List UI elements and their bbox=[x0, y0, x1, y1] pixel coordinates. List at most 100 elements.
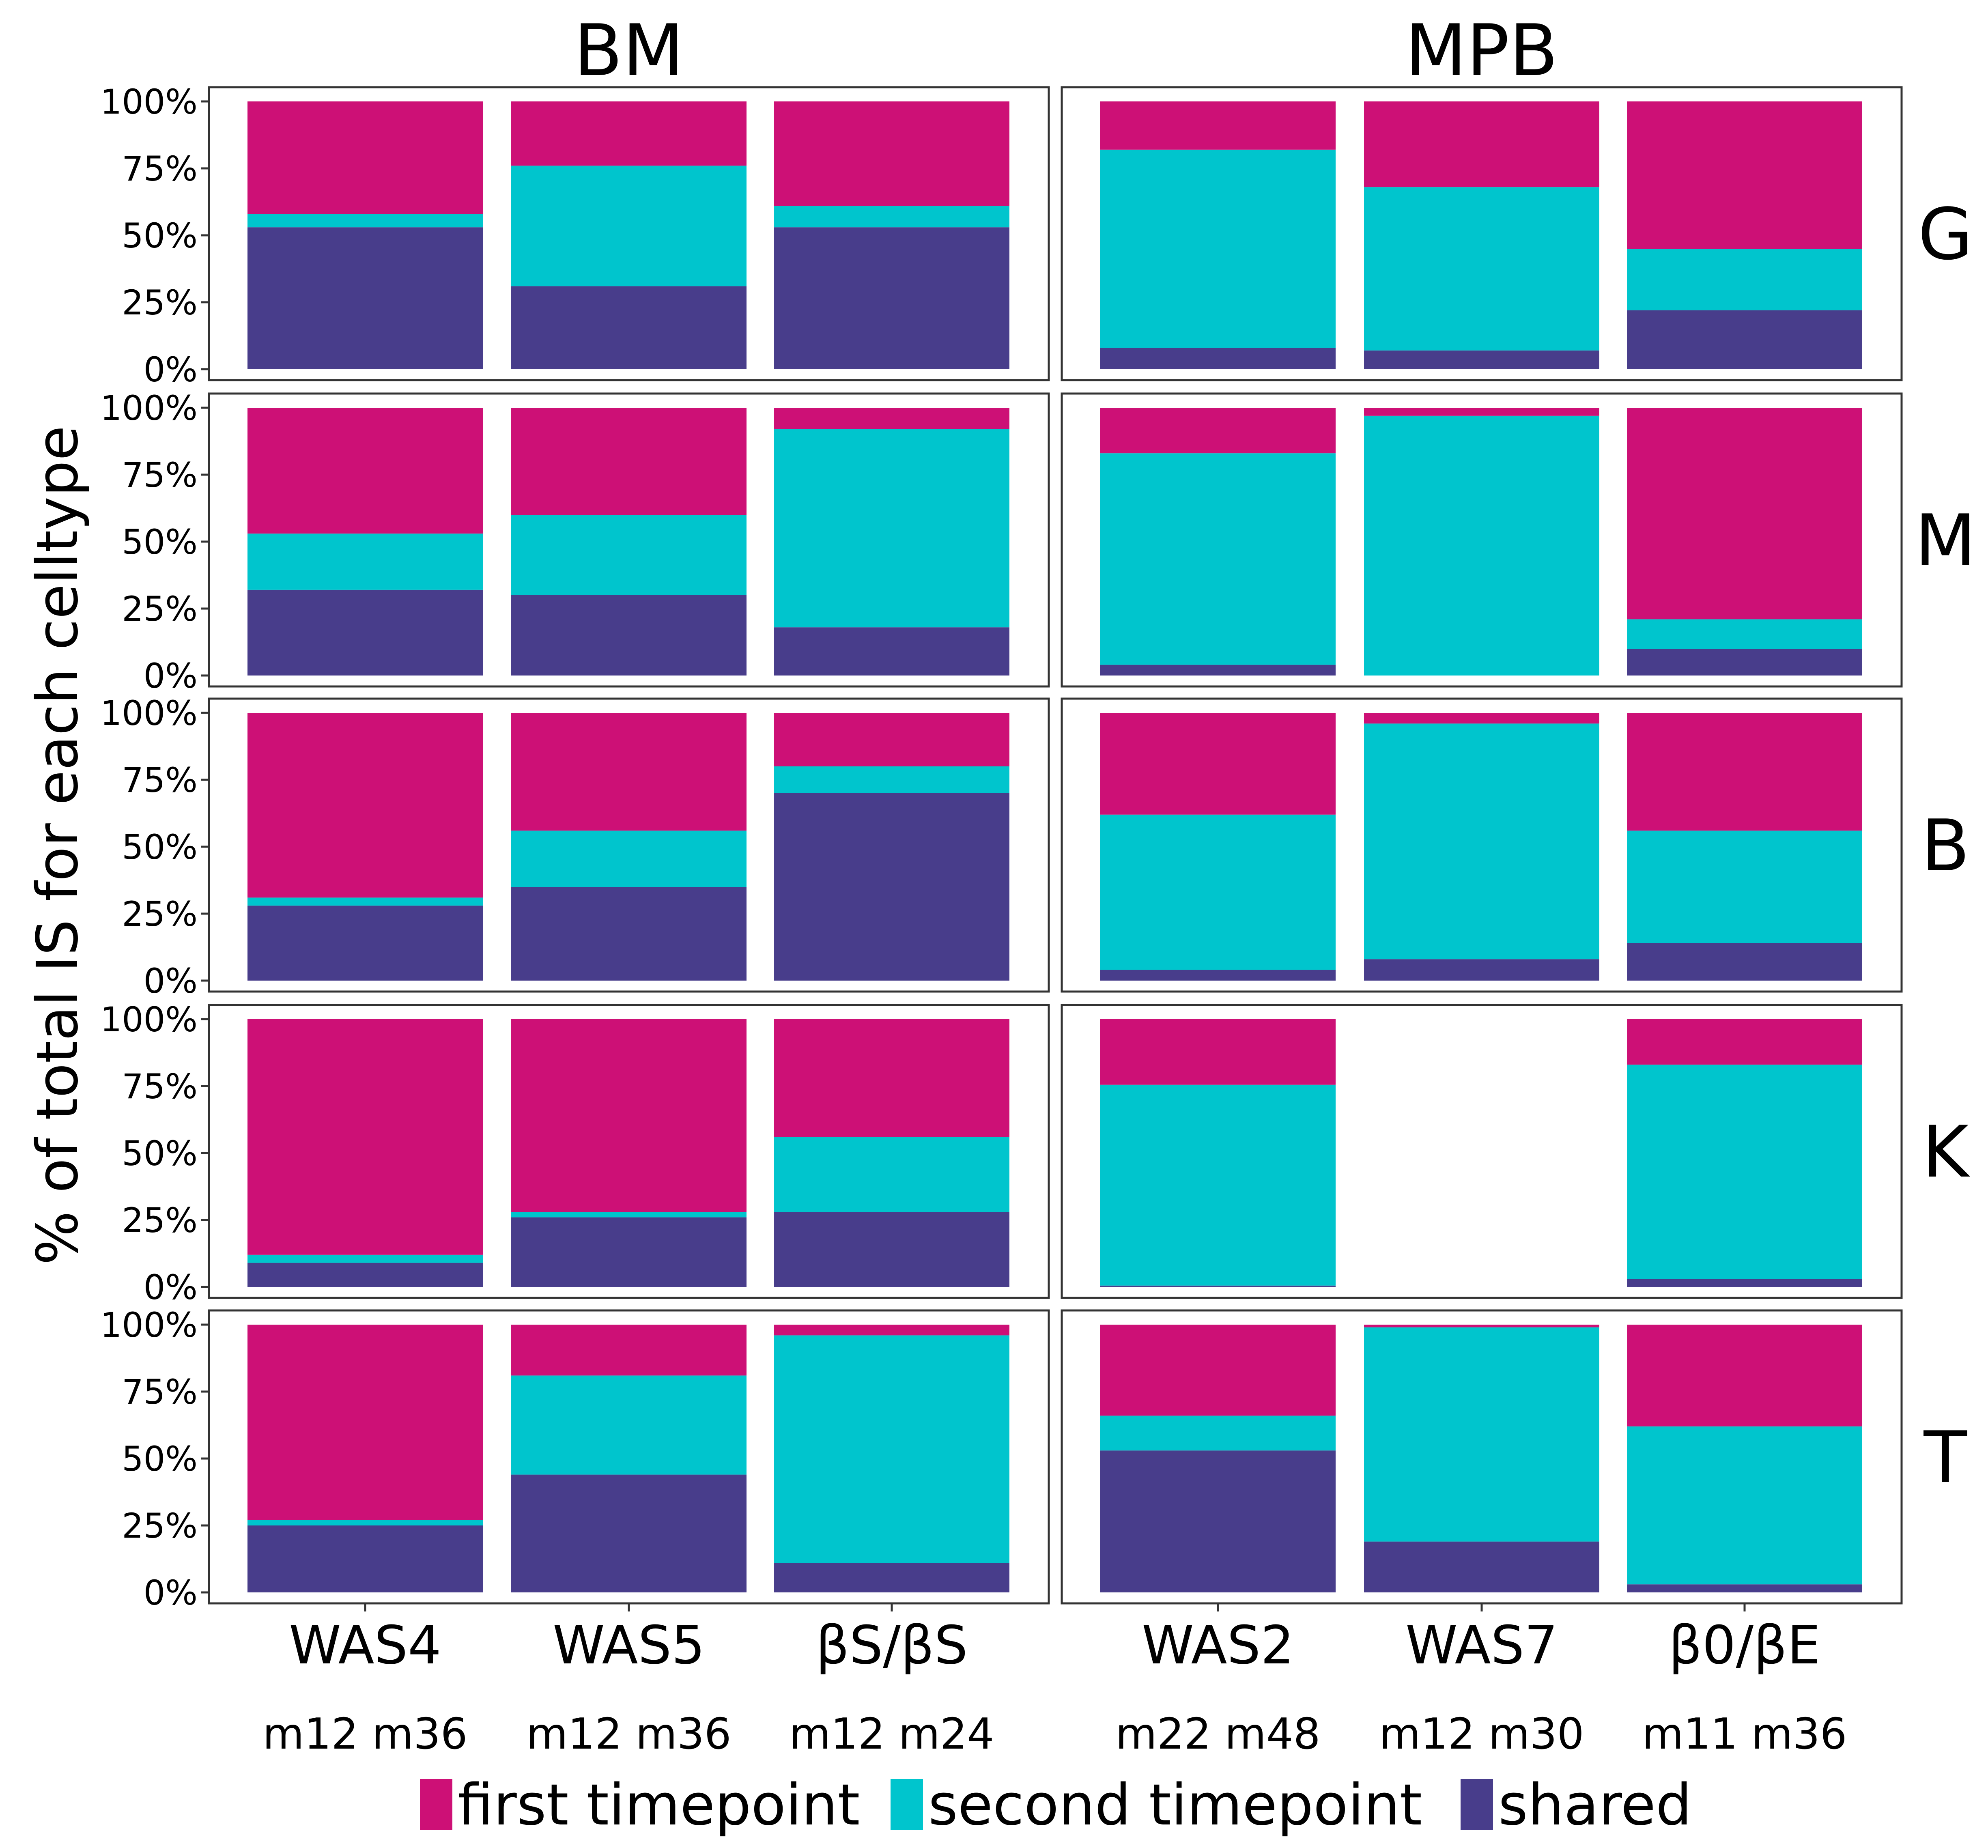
bar-segment-second-timepoint bbox=[774, 206, 1009, 228]
panel-border bbox=[208, 392, 1050, 688]
bar-segment-first-timepoint bbox=[1627, 101, 1862, 249]
y-tick-label: 25% bbox=[122, 283, 198, 323]
legend-key-second-timepoint bbox=[891, 1779, 923, 1830]
bar-segment-second-timepoint bbox=[1364, 723, 1599, 959]
bar-segment-second-timepoint bbox=[1627, 249, 1862, 310]
bar-segment-shared bbox=[1627, 649, 1862, 676]
x-tick-label: β0/βE bbox=[1669, 1614, 1821, 1676]
bar-segment-shared bbox=[247, 227, 483, 369]
bar-segment-shared bbox=[511, 1474, 747, 1592]
bar-segment-shared bbox=[1100, 665, 1336, 676]
bar-segment-first-timepoint bbox=[247, 101, 483, 214]
bar-segment-first-timepoint bbox=[1364, 713, 1599, 724]
x-timepoint-label: m12 m36 bbox=[262, 1709, 467, 1759]
bar-segment-shared bbox=[247, 1263, 483, 1287]
bar-segment-first-timepoint bbox=[1364, 101, 1599, 187]
bar-segment-shared bbox=[247, 1525, 483, 1592]
x-timepoint-label: m11 m36 bbox=[1642, 1709, 1847, 1759]
bar-segment-shared bbox=[1100, 348, 1336, 369]
bar-segment-second-timepoint bbox=[247, 1254, 483, 1263]
bar-segment-first-timepoint bbox=[1100, 1325, 1336, 1416]
y-tick-label: 75% bbox=[122, 149, 198, 189]
legend-label: first timepoint bbox=[458, 1772, 860, 1838]
panel-border bbox=[208, 697, 1050, 993]
bar-segment-first-timepoint bbox=[247, 1325, 483, 1520]
x-tick-label: WAS7 bbox=[1405, 1614, 1558, 1676]
x-tick-label: WAS5 bbox=[553, 1614, 705, 1676]
y-tick-label: 50% bbox=[122, 1439, 198, 1479]
bar-segment-shared bbox=[1100, 970, 1336, 981]
bar-segment-second-timepoint bbox=[774, 766, 1009, 793]
y-tick-label: 0% bbox=[144, 1573, 198, 1613]
bar-segment-shared bbox=[1627, 943, 1862, 981]
bar-segment-first-timepoint bbox=[774, 101, 1009, 206]
facet-row-label: B bbox=[1921, 805, 1970, 887]
bar-segment-second-timepoint bbox=[247, 214, 483, 228]
bar-segment-first-timepoint bbox=[247, 408, 483, 534]
bar-segment-first-timepoint bbox=[511, 1325, 747, 1376]
bar-segment-shared bbox=[774, 227, 1009, 369]
bar-segment-first-timepoint bbox=[1100, 101, 1336, 150]
legend-label: shared bbox=[1498, 1772, 1692, 1838]
facet-row-label: M bbox=[1915, 500, 1976, 582]
y-tick-label: 75% bbox=[122, 1372, 198, 1412]
y-tick-label: 100% bbox=[100, 693, 198, 733]
panel-border bbox=[1061, 1004, 1903, 1299]
bar-segment-shared bbox=[1364, 959, 1599, 981]
bar-segment-second-timepoint bbox=[1627, 1065, 1862, 1279]
bar-segment-shared bbox=[1627, 1584, 1862, 1592]
y-tick-label: 25% bbox=[122, 1200, 198, 1240]
bar-segment-second-timepoint bbox=[1100, 149, 1336, 348]
bar-segment-first-timepoint bbox=[1364, 1325, 1599, 1327]
bar-segment-second-timepoint bbox=[774, 1335, 1009, 1563]
y-tick-label: 0% bbox=[144, 1267, 198, 1307]
y-tick-label: 75% bbox=[122, 1067, 198, 1106]
facet-column-label: MPB bbox=[1405, 10, 1558, 92]
legend-label: second timepoint bbox=[928, 1772, 1422, 1838]
bar-segment-second-timepoint bbox=[774, 429, 1009, 628]
y-tick-label: 0% bbox=[144, 656, 198, 696]
bar-segment-first-timepoint bbox=[774, 1019, 1009, 1137]
bar-segment-first-timepoint bbox=[1100, 1019, 1336, 1085]
bar-segment-first-timepoint bbox=[1627, 1325, 1862, 1426]
facet-row-label: K bbox=[1922, 1111, 1971, 1194]
bar-segment-second-timepoint bbox=[1100, 453, 1336, 665]
y-tick-label: 25% bbox=[122, 589, 198, 629]
y-tick-label: 25% bbox=[122, 894, 198, 934]
bar-segment-second-timepoint bbox=[1100, 1416, 1336, 1451]
panel-border bbox=[1061, 697, 1903, 993]
facet-row-label: G bbox=[1918, 194, 1973, 276]
bar-segment-second-timepoint bbox=[247, 897, 483, 906]
bar-segment-second-timepoint bbox=[1100, 814, 1336, 970]
y-tick-label: 100% bbox=[100, 82, 198, 122]
y-tick-label: 50% bbox=[122, 522, 198, 562]
bar-segment-first-timepoint bbox=[1627, 1019, 1862, 1065]
y-tick-label: 50% bbox=[122, 827, 198, 867]
panel-border bbox=[1061, 86, 1903, 381]
bar-segment-shared bbox=[511, 887, 747, 981]
legend-key-first-timepoint bbox=[420, 1779, 452, 1830]
y-tick-label: 0% bbox=[144, 350, 198, 389]
bar-segment-first-timepoint bbox=[511, 408, 747, 515]
bar-segment-second-timepoint bbox=[247, 534, 483, 590]
x-tick-label: βS/βS bbox=[816, 1614, 968, 1676]
panel-border bbox=[208, 86, 1050, 381]
bar-segment-first-timepoint bbox=[511, 713, 747, 831]
bar-segment-shared bbox=[774, 793, 1009, 981]
bar-segment-shared bbox=[247, 906, 483, 981]
facet-row-label: T bbox=[1923, 1417, 1968, 1499]
bar-segment-second-timepoint bbox=[511, 166, 747, 286]
y-tick-label: 25% bbox=[122, 1506, 198, 1546]
x-timepoint-label: m12 m24 bbox=[789, 1709, 994, 1759]
bar-segment-shared bbox=[247, 589, 483, 676]
bar-segment-first-timepoint bbox=[1627, 713, 1862, 831]
legend-key-shared bbox=[1461, 1779, 1493, 1830]
bar-segment-shared bbox=[1627, 310, 1862, 369]
bar-segment-second-timepoint bbox=[511, 830, 747, 887]
bar-segment-shared bbox=[1364, 350, 1599, 369]
bar-segment-first-timepoint bbox=[1364, 408, 1599, 416]
y-tick-label: 75% bbox=[122, 455, 198, 495]
bar-segment-shared bbox=[511, 595, 747, 676]
bar-segment-first-timepoint bbox=[774, 713, 1009, 766]
